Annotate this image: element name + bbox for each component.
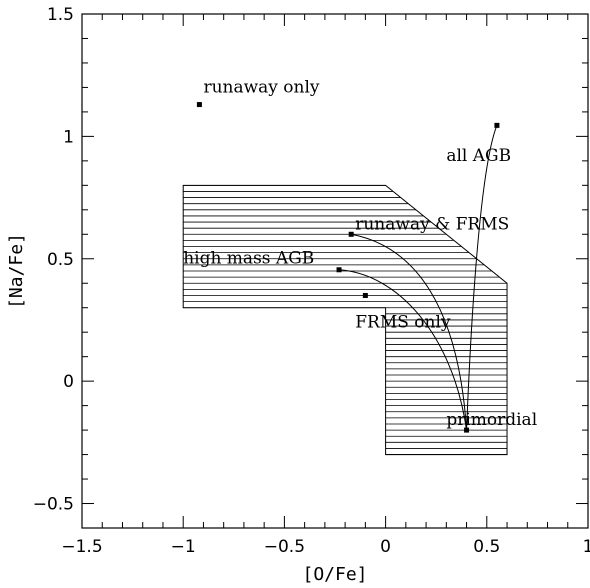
x-tick-label: 0.5 — [473, 537, 500, 557]
point-annotation: primordial — [446, 410, 537, 430]
tick-labels-group: −1.5 −1 −0.5 0 0.5 1 −0.5 0 0.5 1 1.5 — [33, 5, 590, 557]
ticks-group — [81, 13, 589, 529]
data-point — [494, 122, 500, 128]
point-annotation: high mass AGB — [183, 249, 314, 269]
y-axis-title: [Na/Fe] — [6, 233, 27, 309]
data-point — [336, 267, 342, 273]
data-point — [348, 231, 354, 237]
x-axis-title: [O/Fe] — [302, 564, 367, 585]
point-annotation: runaway only — [203, 77, 319, 97]
x-tick-label: −1.5 — [61, 537, 102, 557]
point-annotation: FRMS only — [355, 312, 451, 332]
point-annotation: all AGB — [446, 146, 511, 166]
y-tick-label: −0.5 — [33, 495, 74, 515]
x-tick-label: 1 — [583, 537, 590, 557]
plot-frame — [81, 13, 589, 529]
x-tick-label: 0 — [380, 537, 391, 557]
data-point — [196, 102, 202, 108]
data-point — [464, 427, 470, 433]
x-tick-label: −1 — [171, 537, 196, 557]
annotations-group: runaway only all AGB runaway & FRMS high ma… — [183, 77, 537, 430]
data-point — [362, 292, 368, 298]
y-tick-label: 1.5 — [47, 5, 74, 25]
y-tick-label: 0 — [63, 372, 74, 392]
curves-group — [339, 125, 498, 431]
points-group — [196, 102, 500, 433]
trajectory-curve — [351, 233, 468, 431]
y-tick-label: 1 — [63, 127, 74, 147]
trajectory-curve — [466, 125, 498, 431]
x-tick-label: −0.5 — [264, 537, 305, 557]
region-outline — [182, 184, 508, 456]
y-tick-label: 0.5 — [47, 250, 74, 270]
point-annotation: runaway & FRMS — [355, 214, 509, 234]
trajectory-curve — [339, 269, 468, 431]
